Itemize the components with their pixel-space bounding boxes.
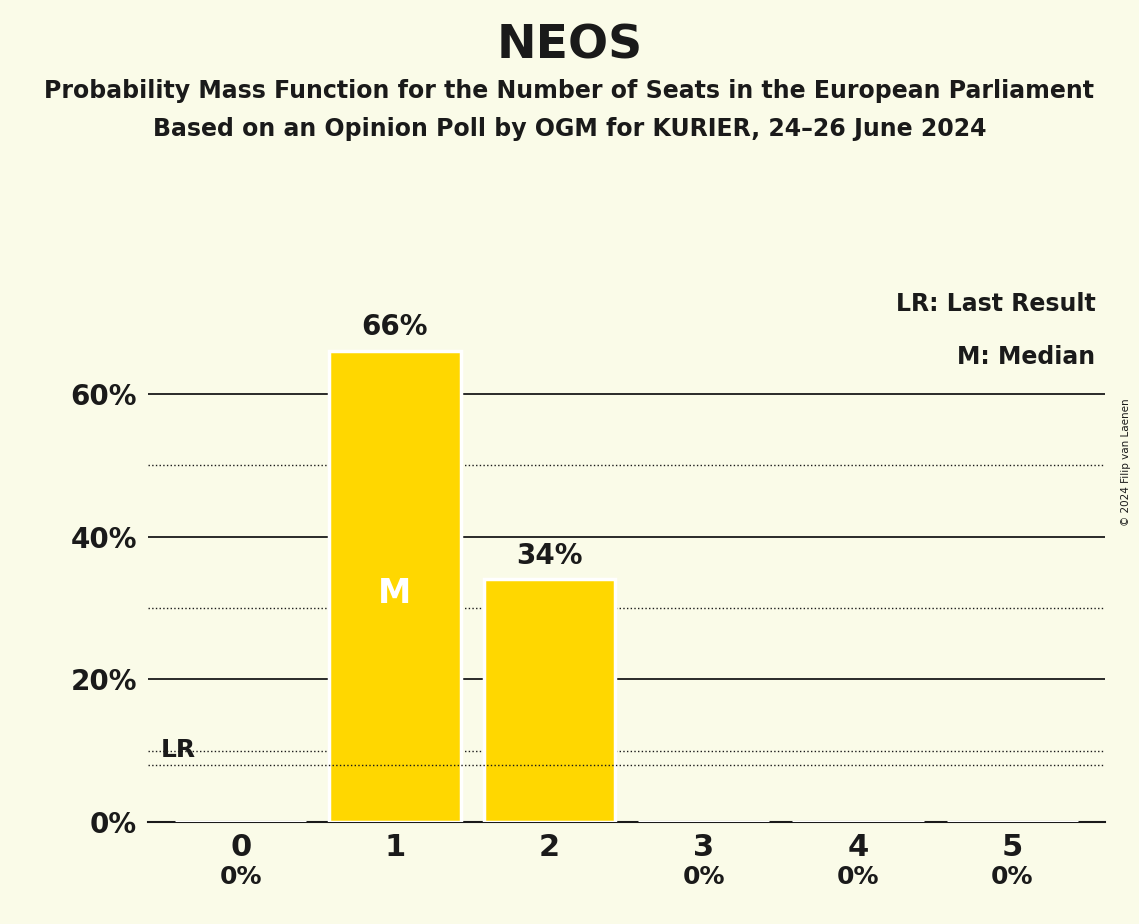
Text: 0%: 0%: [220, 865, 262, 889]
Bar: [484, 579, 615, 822]
Text: © 2024 Filip van Laenen: © 2024 Filip van Laenen: [1121, 398, 1131, 526]
Text: M: M: [378, 578, 411, 610]
Text: NEOS: NEOS: [497, 23, 642, 68]
Text: 0%: 0%: [682, 865, 724, 889]
Text: 0%: 0%: [991, 865, 1033, 889]
Text: M: Median: M: Median: [957, 346, 1096, 370]
Text: 34%: 34%: [516, 542, 582, 570]
Text: LR: Last Result: LR: Last Result: [895, 292, 1096, 316]
Bar: [329, 351, 460, 822]
Text: 0%: 0%: [837, 865, 879, 889]
Text: Probability Mass Function for the Number of Seats in the European Parliament: Probability Mass Function for the Number…: [44, 79, 1095, 103]
Text: LR: LR: [161, 738, 196, 762]
Text: Based on an Opinion Poll by OGM for KURIER, 24–26 June 2024: Based on an Opinion Poll by OGM for KURI…: [153, 117, 986, 141]
Text: 66%: 66%: [362, 313, 428, 342]
